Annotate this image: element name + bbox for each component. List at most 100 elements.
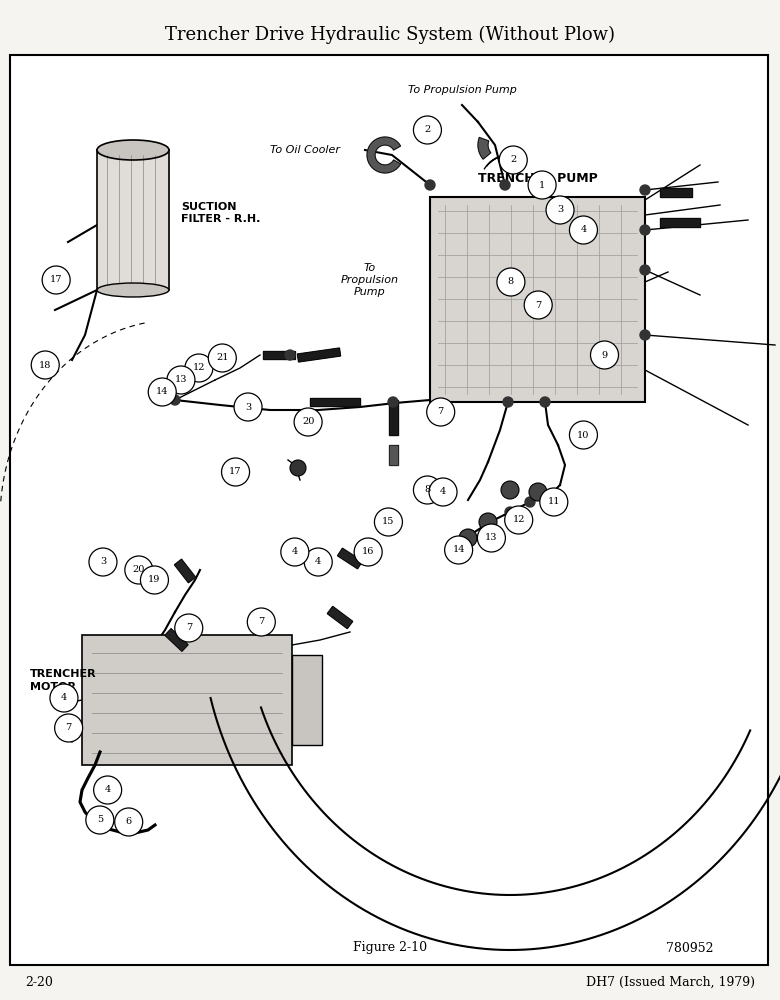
- Text: 7: 7: [438, 408, 444, 416]
- Text: DH7 (Issued March, 1979): DH7 (Issued March, 1979): [586, 976, 755, 988]
- Text: 780952: 780952: [666, 942, 714, 954]
- Text: 18: 18: [39, 360, 51, 369]
- Circle shape: [500, 180, 510, 190]
- Text: 8: 8: [424, 486, 431, 494]
- Polygon shape: [310, 398, 360, 406]
- Text: 7: 7: [535, 300, 541, 310]
- Text: 13: 13: [485, 534, 498, 542]
- Ellipse shape: [97, 140, 169, 160]
- Text: 19: 19: [148, 576, 161, 584]
- Circle shape: [170, 395, 180, 405]
- Circle shape: [540, 488, 568, 516]
- Text: 6: 6: [126, 818, 132, 826]
- Ellipse shape: [97, 283, 169, 297]
- Text: 12: 12: [193, 363, 205, 372]
- Circle shape: [125, 556, 153, 584]
- Text: 4: 4: [315, 558, 321, 566]
- Circle shape: [503, 397, 513, 407]
- Text: To Propulsion Pump: To Propulsion Pump: [408, 85, 516, 95]
- Polygon shape: [388, 445, 398, 465]
- Circle shape: [281, 538, 309, 566]
- Text: Figure 2-10: Figure 2-10: [353, 942, 427, 954]
- Circle shape: [546, 196, 574, 224]
- Circle shape: [640, 265, 650, 275]
- Bar: [82, 635, 292, 765]
- Text: 4: 4: [292, 548, 298, 556]
- Text: 15: 15: [382, 518, 395, 526]
- Circle shape: [445, 536, 473, 564]
- Circle shape: [640, 185, 650, 195]
- Text: 5: 5: [97, 816, 103, 824]
- Text: 20: 20: [133, 566, 145, 574]
- Bar: [97, 150, 169, 290]
- Circle shape: [388, 397, 398, 407]
- Circle shape: [501, 481, 519, 499]
- Circle shape: [234, 393, 262, 421]
- Circle shape: [304, 548, 332, 576]
- Text: 20: 20: [302, 418, 314, 426]
- Circle shape: [479, 513, 497, 531]
- Circle shape: [413, 116, 441, 144]
- Circle shape: [94, 776, 122, 804]
- Text: To Oil Cooler: To Oil Cooler: [270, 145, 340, 155]
- Text: 4: 4: [105, 786, 111, 794]
- Text: 13: 13: [175, 375, 187, 384]
- Circle shape: [167, 366, 195, 394]
- Circle shape: [590, 341, 619, 369]
- Text: 7: 7: [186, 624, 192, 633]
- Text: TRENCHER
MOTOR: TRENCHER MOTOR: [30, 669, 97, 692]
- Bar: [430, 197, 645, 402]
- Circle shape: [524, 291, 552, 319]
- Circle shape: [354, 538, 382, 566]
- Polygon shape: [328, 606, 353, 629]
- Text: 7: 7: [66, 724, 72, 732]
- Circle shape: [459, 529, 477, 547]
- Text: 17: 17: [229, 468, 242, 477]
- Circle shape: [185, 354, 213, 382]
- Circle shape: [140, 566, 168, 594]
- Circle shape: [115, 808, 143, 836]
- Text: 11: 11: [548, 497, 560, 506]
- Circle shape: [429, 478, 457, 506]
- Text: 17: 17: [50, 275, 62, 284]
- Polygon shape: [165, 629, 188, 651]
- Circle shape: [294, 408, 322, 436]
- Polygon shape: [263, 351, 295, 359]
- Circle shape: [425, 180, 435, 190]
- Circle shape: [427, 398, 455, 426]
- Circle shape: [148, 378, 176, 406]
- Circle shape: [222, 458, 250, 486]
- Text: 1: 1: [539, 180, 545, 190]
- Circle shape: [290, 460, 306, 476]
- Circle shape: [208, 344, 236, 372]
- Circle shape: [247, 608, 275, 636]
- Circle shape: [499, 146, 527, 174]
- Polygon shape: [338, 548, 363, 569]
- Text: To
Propulsion
Pump: To Propulsion Pump: [341, 263, 399, 297]
- Text: 12: 12: [512, 516, 525, 524]
- Circle shape: [413, 476, 441, 504]
- Circle shape: [505, 507, 515, 517]
- Circle shape: [50, 684, 78, 712]
- Polygon shape: [660, 188, 692, 196]
- Circle shape: [569, 421, 597, 449]
- Circle shape: [529, 483, 547, 501]
- Circle shape: [505, 506, 533, 534]
- Text: 4: 4: [440, 488, 446, 496]
- Polygon shape: [367, 137, 401, 173]
- Text: 2: 2: [424, 125, 431, 134]
- Circle shape: [42, 266, 70, 294]
- Circle shape: [175, 614, 203, 642]
- Text: 16: 16: [362, 548, 374, 556]
- Circle shape: [540, 397, 550, 407]
- Text: 7: 7: [258, 617, 264, 626]
- Text: SUCTION
FILTER - R.H.: SUCTION FILTER - R.H.: [181, 202, 261, 224]
- Circle shape: [640, 225, 650, 235]
- Polygon shape: [388, 400, 398, 435]
- Polygon shape: [660, 218, 700, 227]
- Circle shape: [55, 714, 83, 742]
- Text: 4: 4: [580, 226, 587, 234]
- Circle shape: [569, 216, 597, 244]
- Text: 10: 10: [577, 430, 590, 440]
- Text: 8: 8: [508, 277, 514, 286]
